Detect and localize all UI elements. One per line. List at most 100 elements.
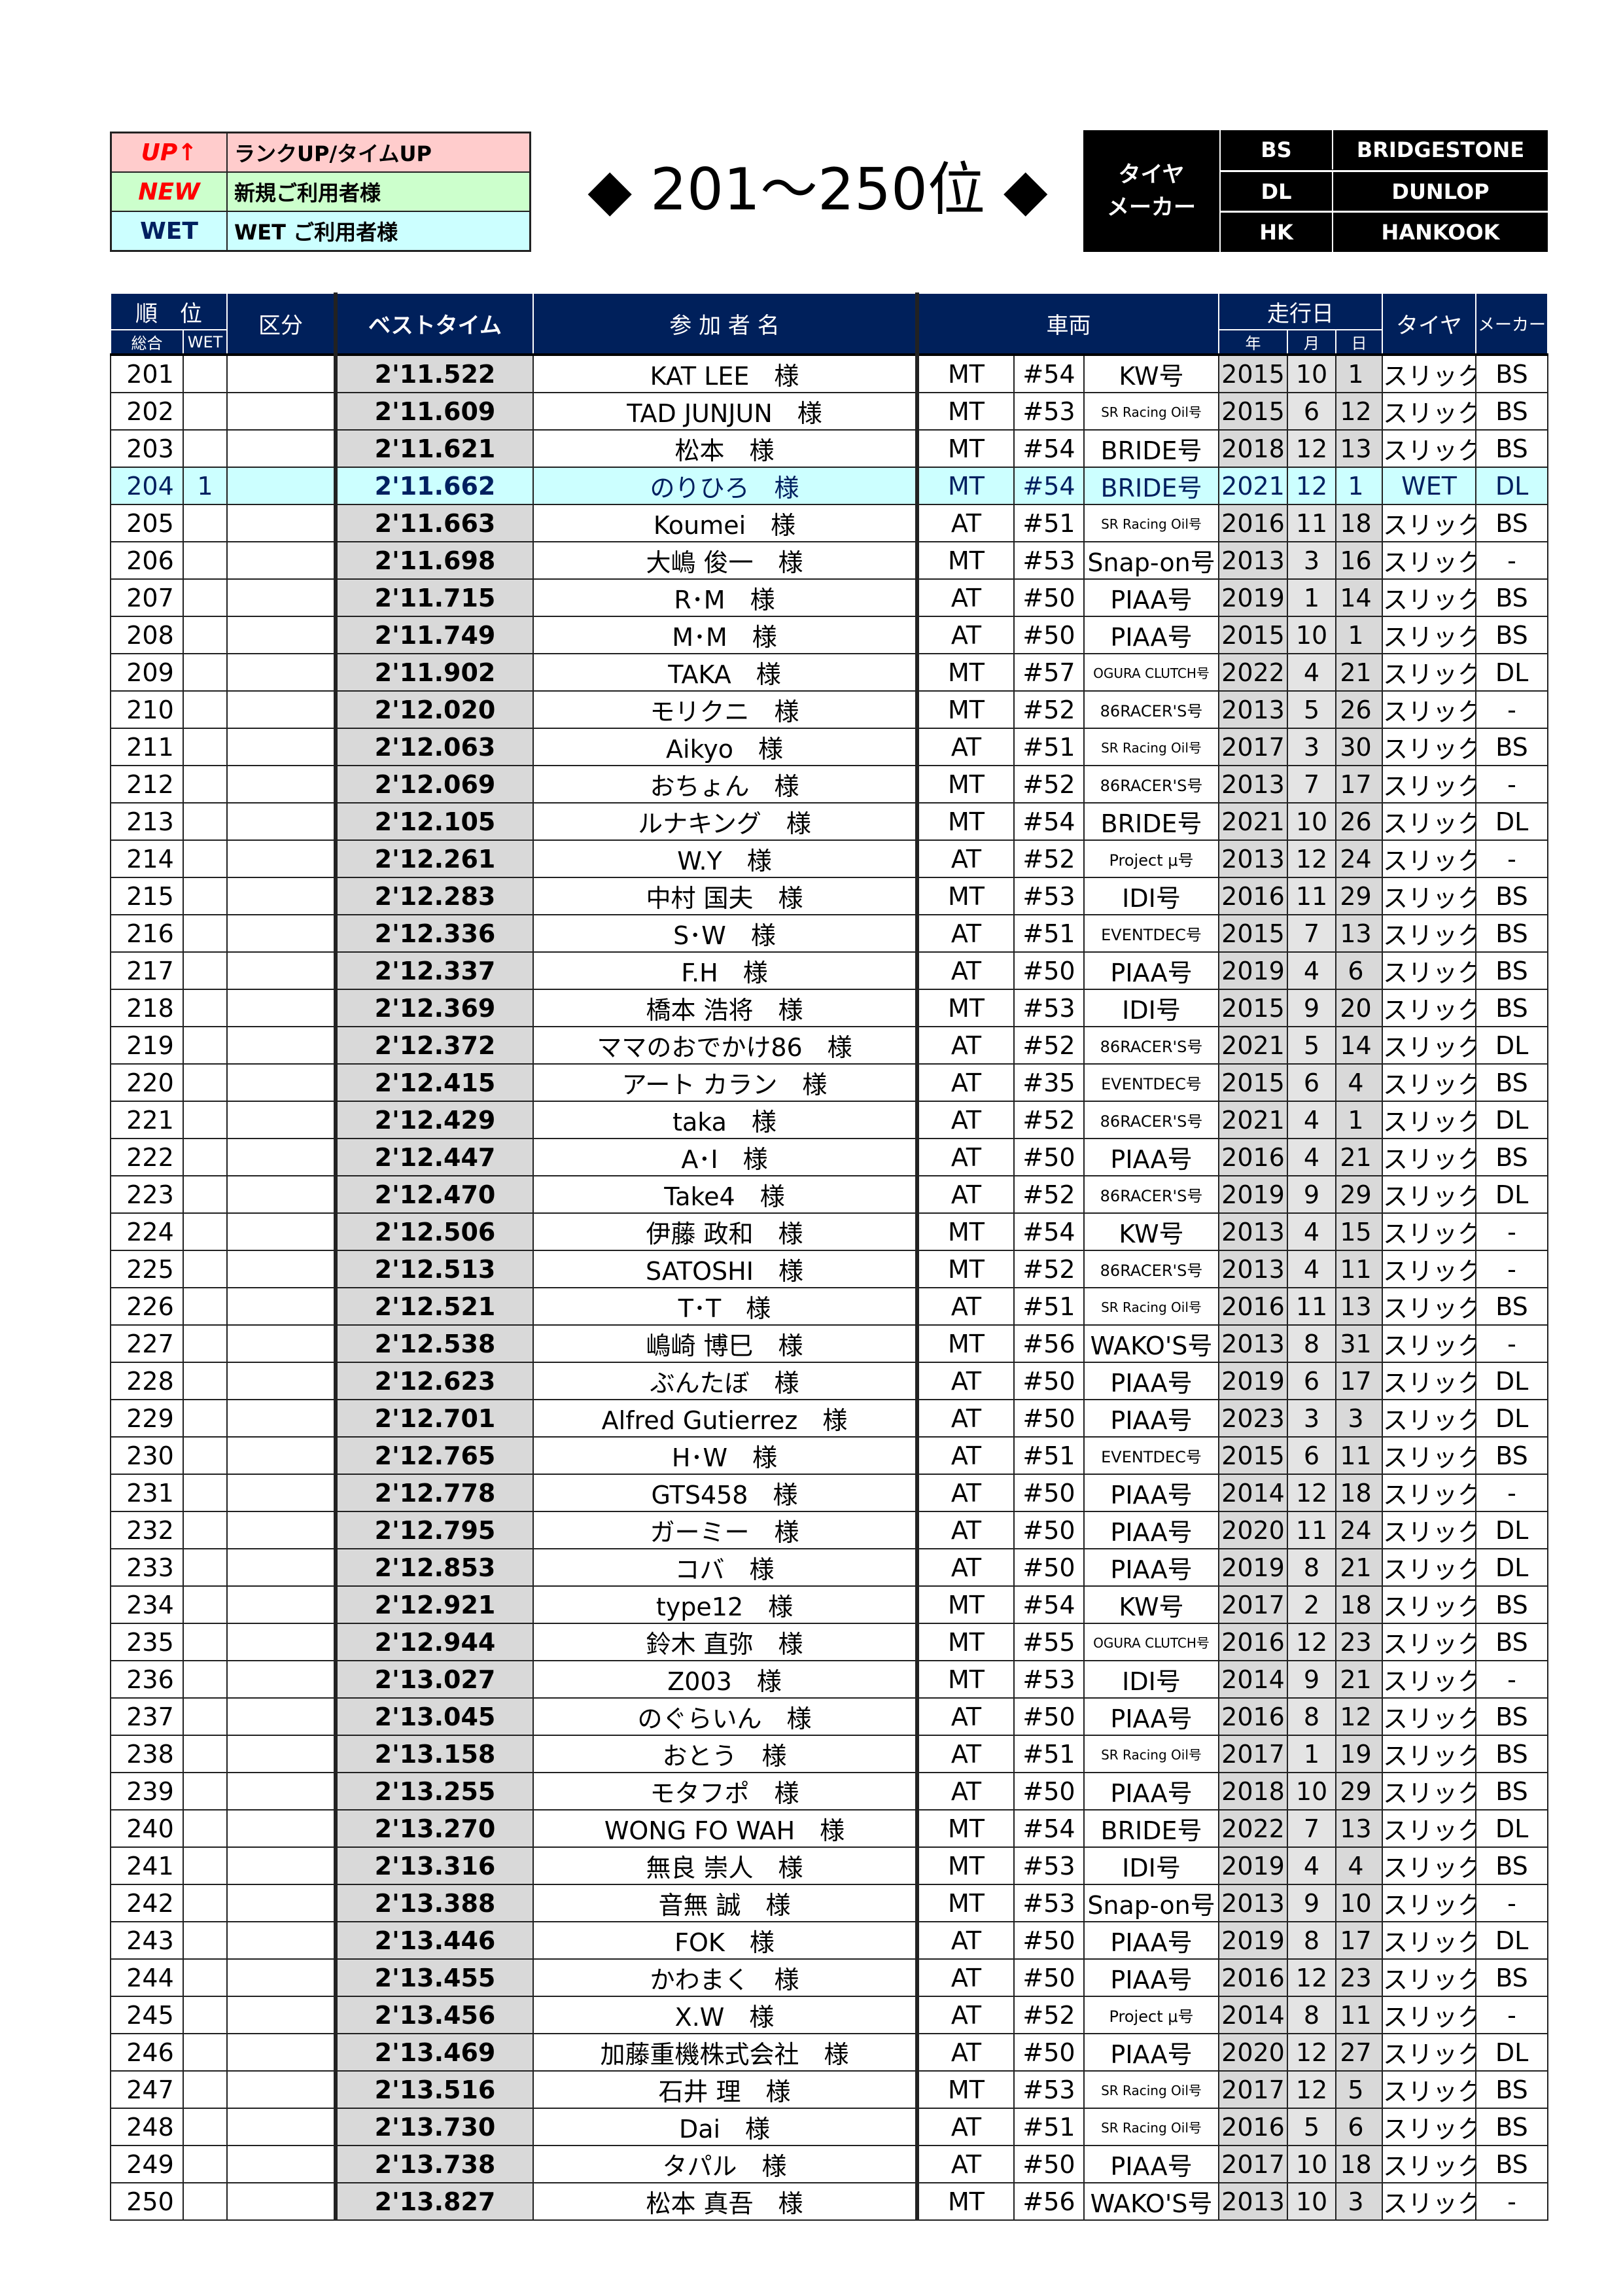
run-month: 4 [1287, 951, 1336, 990]
rank-wet [183, 578, 228, 617]
transmission: MT [916, 1212, 1015, 1251]
table-row: 234 2'12.921 type12 様 MT #54 KW号 2017 2 18 スリック BS [110, 1585, 1549, 1624]
run-day: 5 [1335, 2070, 1384, 2109]
rank-overall: 228 [110, 1362, 184, 1400]
category [226, 1212, 338, 1251]
rank-overall: 229 [110, 1399, 184, 1438]
participant-name: 音無 誠 様 [532, 1884, 919, 1922]
tire-maker: DL [1475, 1175, 1549, 1214]
participant-name: R･M 様 [532, 578, 919, 617]
car-number: #53 [1013, 2070, 1085, 2109]
best-time: 2'12.447 [335, 1138, 534, 1176]
table-row: 212 2'12.069 おちょん 様 MT #52 86RACER'S号 2013 7 17 ス… [110, 765, 1549, 804]
transmission: AT [916, 578, 1015, 617]
run-day: 12 [1335, 1697, 1384, 1736]
tire-type: スリック [1382, 690, 1477, 729]
run-month: 6 [1287, 1436, 1336, 1475]
rank-wet [183, 616, 228, 654]
best-time: 2'12.921 [335, 1585, 534, 1624]
best-time: 2'11.698 [335, 541, 534, 580]
participant-name: type12 様 [532, 1585, 919, 1624]
run-month: 1 [1287, 1735, 1336, 1773]
participant-name: 松本 様 [532, 429, 919, 468]
category [226, 1548, 338, 1587]
participant-name: ぶんたぼ 様 [532, 1362, 919, 1400]
table-row: 220 2'12.415 アート カラン 様 AT #35 EVENTDEC号 2015 6 4… [110, 1063, 1549, 1102]
transmission: AT [916, 1287, 1015, 1326]
run-month: 3 [1287, 728, 1336, 766]
category [226, 1026, 338, 1065]
run-month: 12 [1287, 1958, 1336, 1997]
table-row: 247 2'13.516 石井 理 様 MT #53 SR Racing Oil号 2017… [110, 2070, 1549, 2109]
table-row: 230 2'12.765 H･W 様 AT #51 EVENTDEC号 2015 6 11 スリッ… [110, 1436, 1549, 1475]
run-day: 20 [1335, 989, 1384, 1027]
tire-maker: BS [1475, 392, 1549, 431]
category [226, 467, 338, 505]
best-time: 2'11.663 [335, 504, 534, 542]
maker-label: メーカー [1107, 194, 1196, 221]
rank-overall: 241 [110, 1846, 184, 1885]
table-row: 208 2'11.749 M･M 様 AT #50 PIAA号 2015 10 1 スリック BS [110, 616, 1549, 654]
best-time: 2'12.372 [335, 1026, 534, 1065]
rank-overall: 221 [110, 1101, 184, 1139]
table-row: 238 2'13.158 おとう 様 AT #51 SR Racing Oil号 2017 1… [110, 1735, 1549, 1773]
run-day: 18 [1335, 504, 1384, 542]
run-year: 2015 [1218, 914, 1288, 953]
rank-wet [183, 1324, 228, 1363]
category [226, 2108, 338, 2146]
maker-code: DL [1221, 172, 1333, 211]
run-day: 21 [1335, 653, 1384, 692]
category [226, 1474, 338, 1512]
tire-maker: DL [1475, 2033, 1549, 2072]
car-number: #51 [1013, 728, 1085, 766]
tire-maker: - [1475, 690, 1549, 729]
tire-maker: - [1475, 765, 1549, 804]
run-day: 30 [1335, 728, 1384, 766]
car-name: PIAA号 [1083, 1548, 1219, 1587]
run-month: 12 [1287, 2070, 1336, 2109]
car-name: BRIDE号 [1083, 802, 1219, 841]
run-year: 2019 [1218, 578, 1288, 617]
car-name: SR Racing Oil号 [1083, 392, 1219, 431]
run-day: 3 [1335, 2182, 1384, 2221]
rank-overall: 214 [110, 839, 184, 878]
participant-name: アート カラン 様 [532, 1063, 919, 1102]
run-year: 2019 [1218, 951, 1288, 990]
tire-type: スリック [1382, 877, 1477, 915]
best-time: 2'12.513 [335, 1250, 534, 1288]
run-day: 11 [1335, 1250, 1384, 1288]
car-number: #51 [1013, 1436, 1085, 1475]
rank-overall: 213 [110, 802, 184, 841]
run-month: 10 [1287, 616, 1336, 654]
run-day: 6 [1335, 951, 1384, 990]
transmission: MT [916, 765, 1015, 804]
run-month: 1 [1287, 578, 1336, 617]
run-month: 7 [1287, 765, 1336, 804]
tire-maker: BS [1475, 1958, 1549, 1997]
rank-overall: 201 [110, 353, 184, 393]
car-number: #50 [1013, 1399, 1085, 1438]
table-row: 219 2'12.372 ママのおでかけ86 様 AT #52 86RACER'S号 202… [110, 1026, 1549, 1065]
car-number: #35 [1013, 1063, 1085, 1102]
best-time: 2'13.469 [335, 2033, 534, 2072]
run-day: 29 [1335, 877, 1384, 915]
car-number: #53 [1013, 989, 1085, 1027]
tire-type: スリック [1382, 2033, 1477, 2072]
rank-wet [183, 1660, 228, 1699]
table-row: 211 2'12.063 Aikyo 様 AT #51 SR Racing Oil号 201… [110, 728, 1549, 766]
category [226, 690, 338, 729]
rank-wet [183, 392, 228, 431]
tire-type: スリック [1382, 1399, 1477, 1438]
maker-name: DUNLOP [1391, 179, 1490, 204]
table-row: 231 2'12.778 GTS458 様 AT #50 PIAA号 2014 12 18 スリッ… [110, 1474, 1549, 1512]
rank-overall: 224 [110, 1212, 184, 1251]
category [226, 2070, 338, 2109]
participant-name: 中村 国夫 様 [532, 877, 919, 915]
run-day: 11 [1335, 1436, 1384, 1475]
table-row: 202 2'11.609 TAD JUNJUN 様 MT #53 SR Racing Oi… [110, 392, 1549, 431]
tire-maker: DL [1475, 1921, 1549, 1960]
run-month: 5 [1287, 690, 1336, 729]
tire-maker: BS [1475, 1063, 1549, 1102]
run-day: 13 [1335, 1809, 1384, 1848]
tire-maker: BS [1475, 1846, 1549, 1885]
